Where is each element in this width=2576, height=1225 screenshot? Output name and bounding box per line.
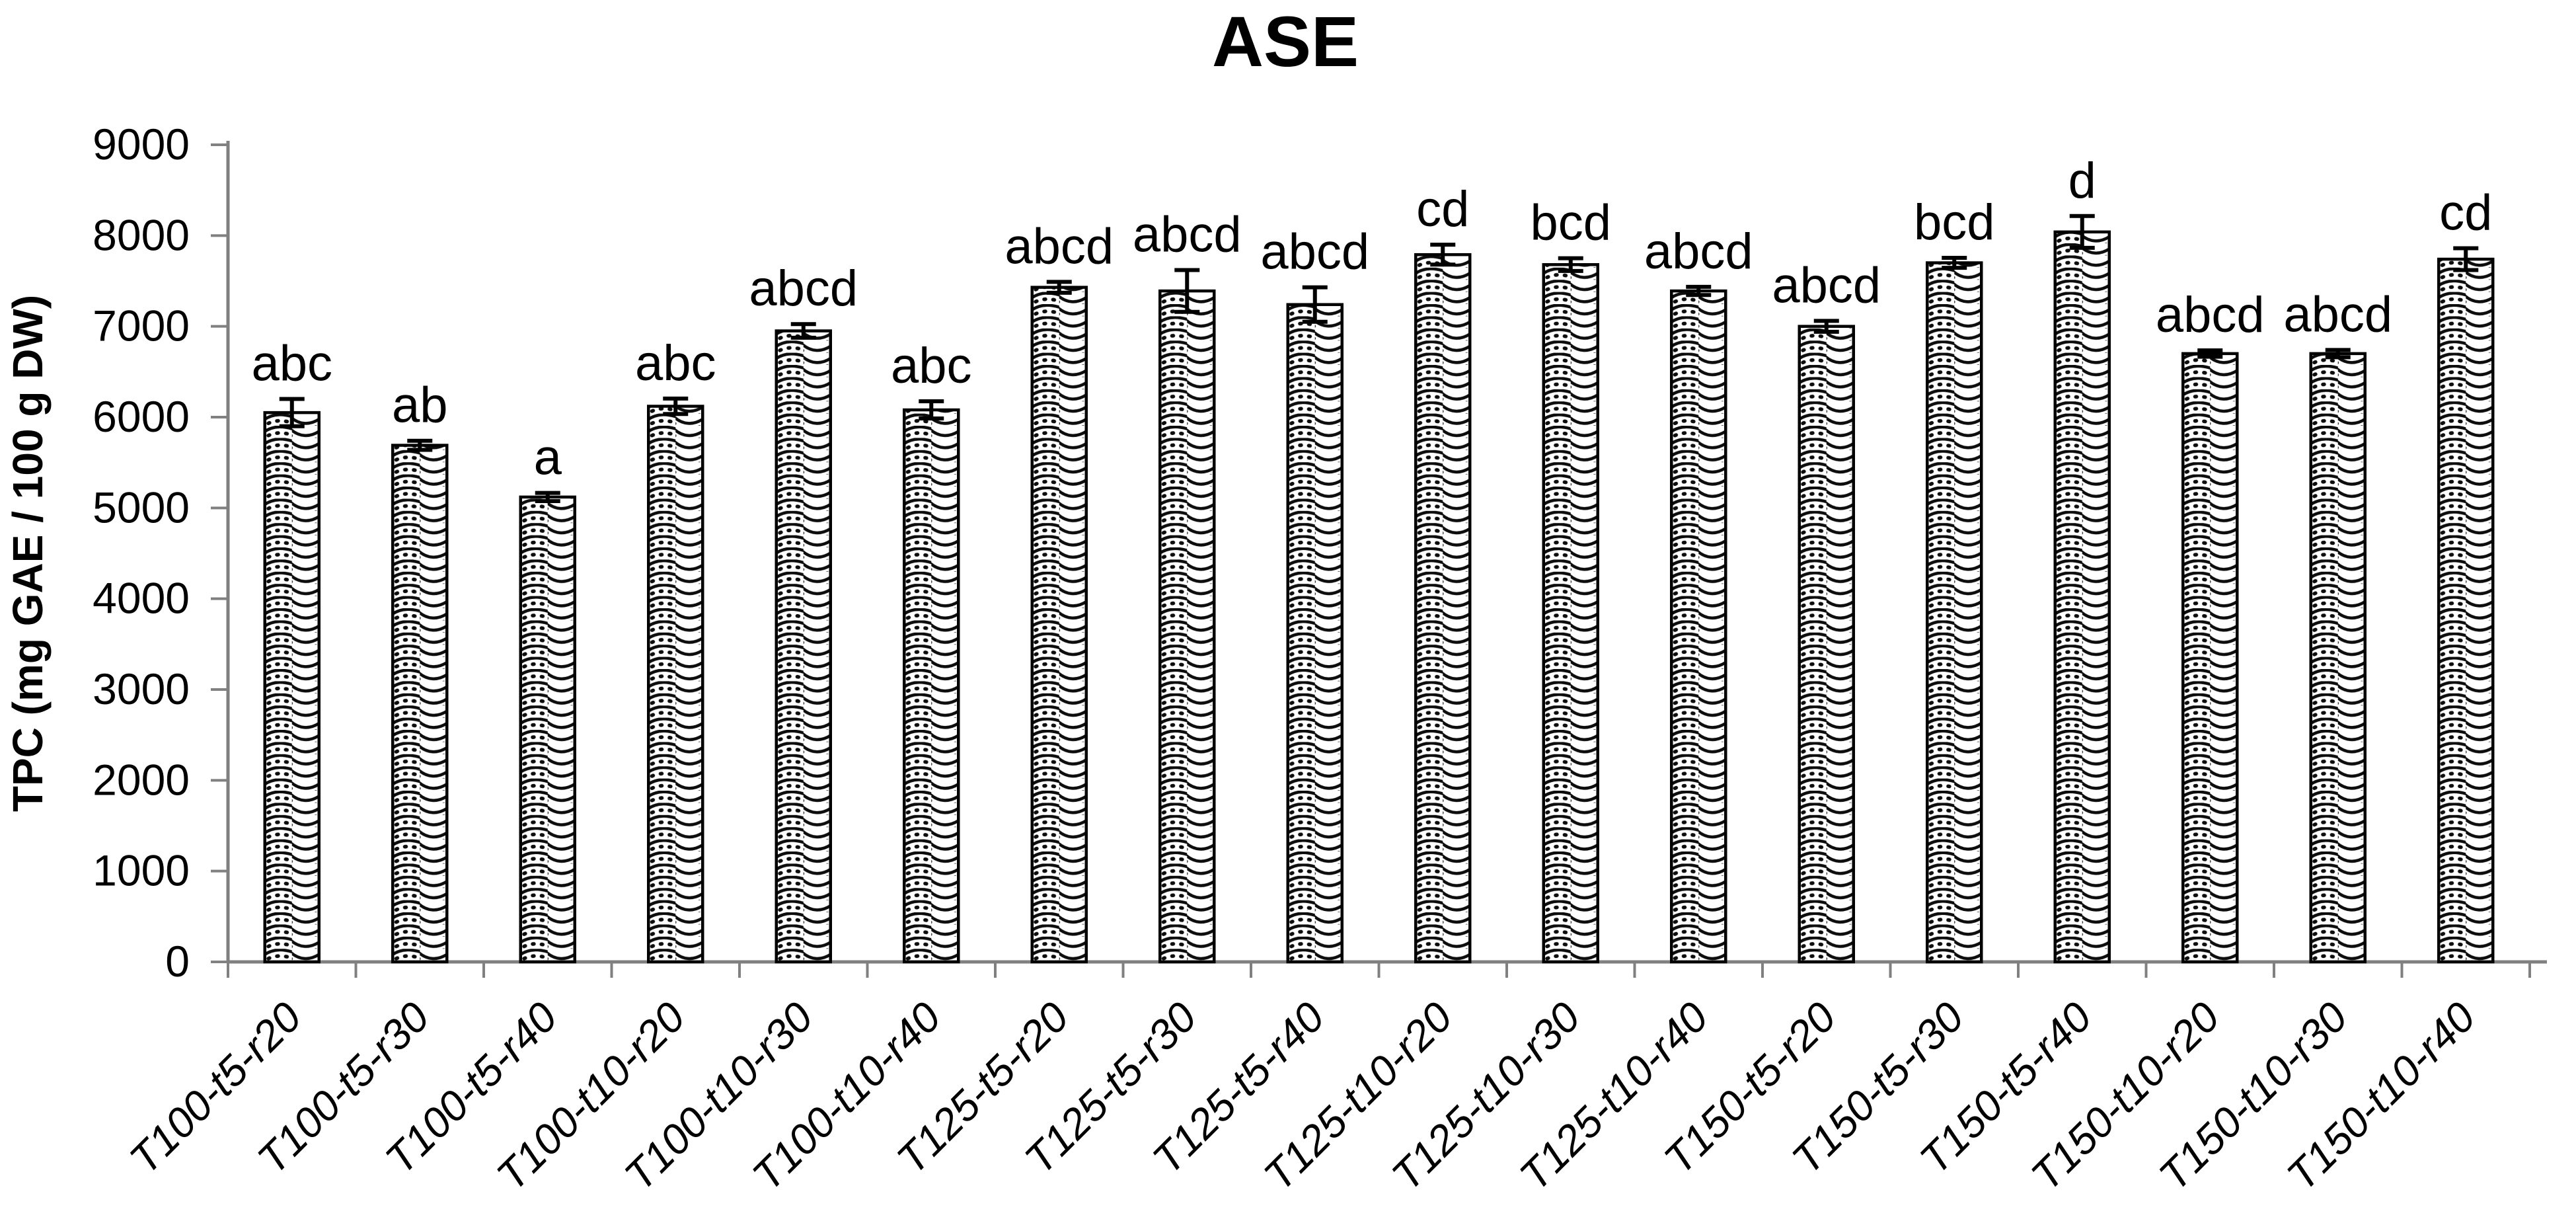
bar-T150-t10-r40 <box>2437 257 2495 964</box>
y-tick-label-9000: 9000 <box>93 120 190 169</box>
error-bar-T100-t5-r40 <box>535 491 560 504</box>
sig-letter-T100-t5-r40: a <box>534 430 562 486</box>
error-bar-T150-t5-r40 <box>2069 214 2095 250</box>
error-bar-T125-t10-r40 <box>1686 284 1712 297</box>
bar-T125-t5-r40 <box>1286 303 1344 964</box>
bar-group-T150-t5-r30 <box>1926 261 1983 964</box>
bar-group-T100-t5-r30 <box>391 444 449 964</box>
bar-group-T125-t10-r30 <box>1542 263 1599 964</box>
y-tick-label-4000: 4000 <box>93 574 190 623</box>
bar-T150-t10-r20 <box>2181 352 2239 964</box>
error-bar-T125-t5-r40 <box>1302 285 1328 324</box>
sig-letter-T100-t10-r30: abcd <box>749 260 858 317</box>
bar-T100-t5-r30 <box>391 444 449 964</box>
bar-T100-t5-r40 <box>519 495 576 964</box>
bar-group-T125-t10-r20 <box>1414 253 1472 964</box>
error-bar-T150-t5-r20 <box>1813 319 1839 334</box>
bar-group-T150-t10-r20 <box>2181 352 2239 964</box>
chart-title: ASE <box>1212 1 1359 81</box>
sig-letter-T150-t5-r30: bcd <box>1914 194 1995 251</box>
error-bar-T100-t5-r20 <box>279 397 305 428</box>
error-bar-T125-t10-r30 <box>1558 256 1583 273</box>
sig-letter-T150-t10-r20: abcd <box>2156 287 2265 343</box>
bar-T125-t5-r20 <box>1030 286 1088 964</box>
sig-letter-T100-t5-r20: abc <box>251 336 332 392</box>
bar-T100-t5-r20 <box>263 411 321 964</box>
sig-letter-T150-t5-r20: abcd <box>1772 257 1881 313</box>
bar-group-T125-t5-r30 <box>1158 289 1216 964</box>
sig-letter-T150-t5-r40: d <box>2068 153 2096 209</box>
bar-group-T100-t10-r20 <box>647 405 704 964</box>
y-tick-label-6000: 6000 <box>93 392 190 441</box>
bar-T100-t10-r30 <box>775 329 832 964</box>
bar-T150-t5-r20 <box>1798 325 1855 964</box>
error-bar-T150-t5-r30 <box>1942 255 1967 270</box>
bar-T100-t10-r40 <box>903 408 960 964</box>
bar-T150-t10-r30 <box>2309 352 2367 964</box>
bar-group-T125-t10-r40 <box>1670 289 1727 964</box>
bar-group-T150-t10-r30 <box>2309 352 2367 964</box>
sig-letter-T100-t5-r30: ab <box>392 377 448 434</box>
error-bar-T125-t10-r20 <box>1430 243 1456 267</box>
sig-letter-T125-t10-r30: bcd <box>1530 195 1611 251</box>
sig-letter-T125-t10-r40: abcd <box>1644 223 1753 280</box>
error-bar-T125-t5-r30 <box>1174 268 1200 314</box>
bar-group-T125-t5-r20 <box>1030 286 1088 964</box>
bar-T125-t5-r30 <box>1158 289 1216 964</box>
y-tick-label-1000: 1000 <box>93 846 190 895</box>
y-tick-label-5000: 5000 <box>93 483 190 532</box>
sig-letter-T125-t5-r40: abcd <box>1260 224 1369 280</box>
error-bar-T100-t5-r30 <box>407 438 433 452</box>
error-bar-T125-t5-r20 <box>1046 280 1072 295</box>
error-bar-T100-t10-r20 <box>663 396 689 416</box>
sig-letter-T150-t10-r30: abcd <box>2283 286 2392 342</box>
sig-letter-T100-t10-r20: abc <box>635 335 716 391</box>
sig-letter-T125-t5-r30: abcd <box>1133 207 1242 263</box>
plot-area: 0100020003000400050006000700080009000abc… <box>93 120 2547 1200</box>
bar-T100-t10-r20 <box>647 405 704 964</box>
error-bar-T150-t10-r40 <box>2453 246 2479 272</box>
bar-group-T150-t10-r40 <box>2437 257 2495 964</box>
bar-T150-t5-r30 <box>1926 261 1983 964</box>
bar-T125-t10-r20 <box>1414 253 1472 964</box>
y-tick-label-8000: 8000 <box>93 210 190 259</box>
y-tick-label-7000: 7000 <box>93 301 190 350</box>
bar-group-T125-t5-r40 <box>1286 303 1344 964</box>
bar-group-T100-t5-r40 <box>519 495 576 964</box>
bar-group-T150-t5-r40 <box>2053 230 2111 964</box>
sig-letter-T125-t10-r20: cd <box>1416 181 1469 237</box>
bar-group-T150-t5-r20 <box>1798 325 1855 964</box>
bar-T125-t10-r30 <box>1542 263 1599 964</box>
bar-T125-t10-r40 <box>1670 289 1727 964</box>
sig-letter-T150-t10-r40: cd <box>2439 185 2492 241</box>
y-tick-label-2000: 2000 <box>93 755 190 804</box>
error-bar-T150-t10-r30 <box>2325 348 2351 360</box>
bar-group-T100-t5-r20 <box>263 411 321 964</box>
bar-T150-t5-r40 <box>2053 230 2111 964</box>
y-tick-label-0: 0 <box>165 937 190 986</box>
sig-letter-T125-t5-r20: abcd <box>1004 218 1114 274</box>
bar-group-T100-t10-r40 <box>903 408 960 964</box>
y-axis-title: TPC (mg GAE / 100 g DW) <box>4 295 52 812</box>
error-bar-T100-t10-r30 <box>790 322 816 340</box>
y-tick-label-3000: 3000 <box>93 664 190 713</box>
sig-letter-T100-t10-r40: abc <box>891 338 972 394</box>
error-bar-T100-t10-r40 <box>919 399 944 421</box>
error-bar-T150-t10-r20 <box>2197 348 2223 359</box>
bar-group-T100-t10-r30 <box>775 329 832 964</box>
